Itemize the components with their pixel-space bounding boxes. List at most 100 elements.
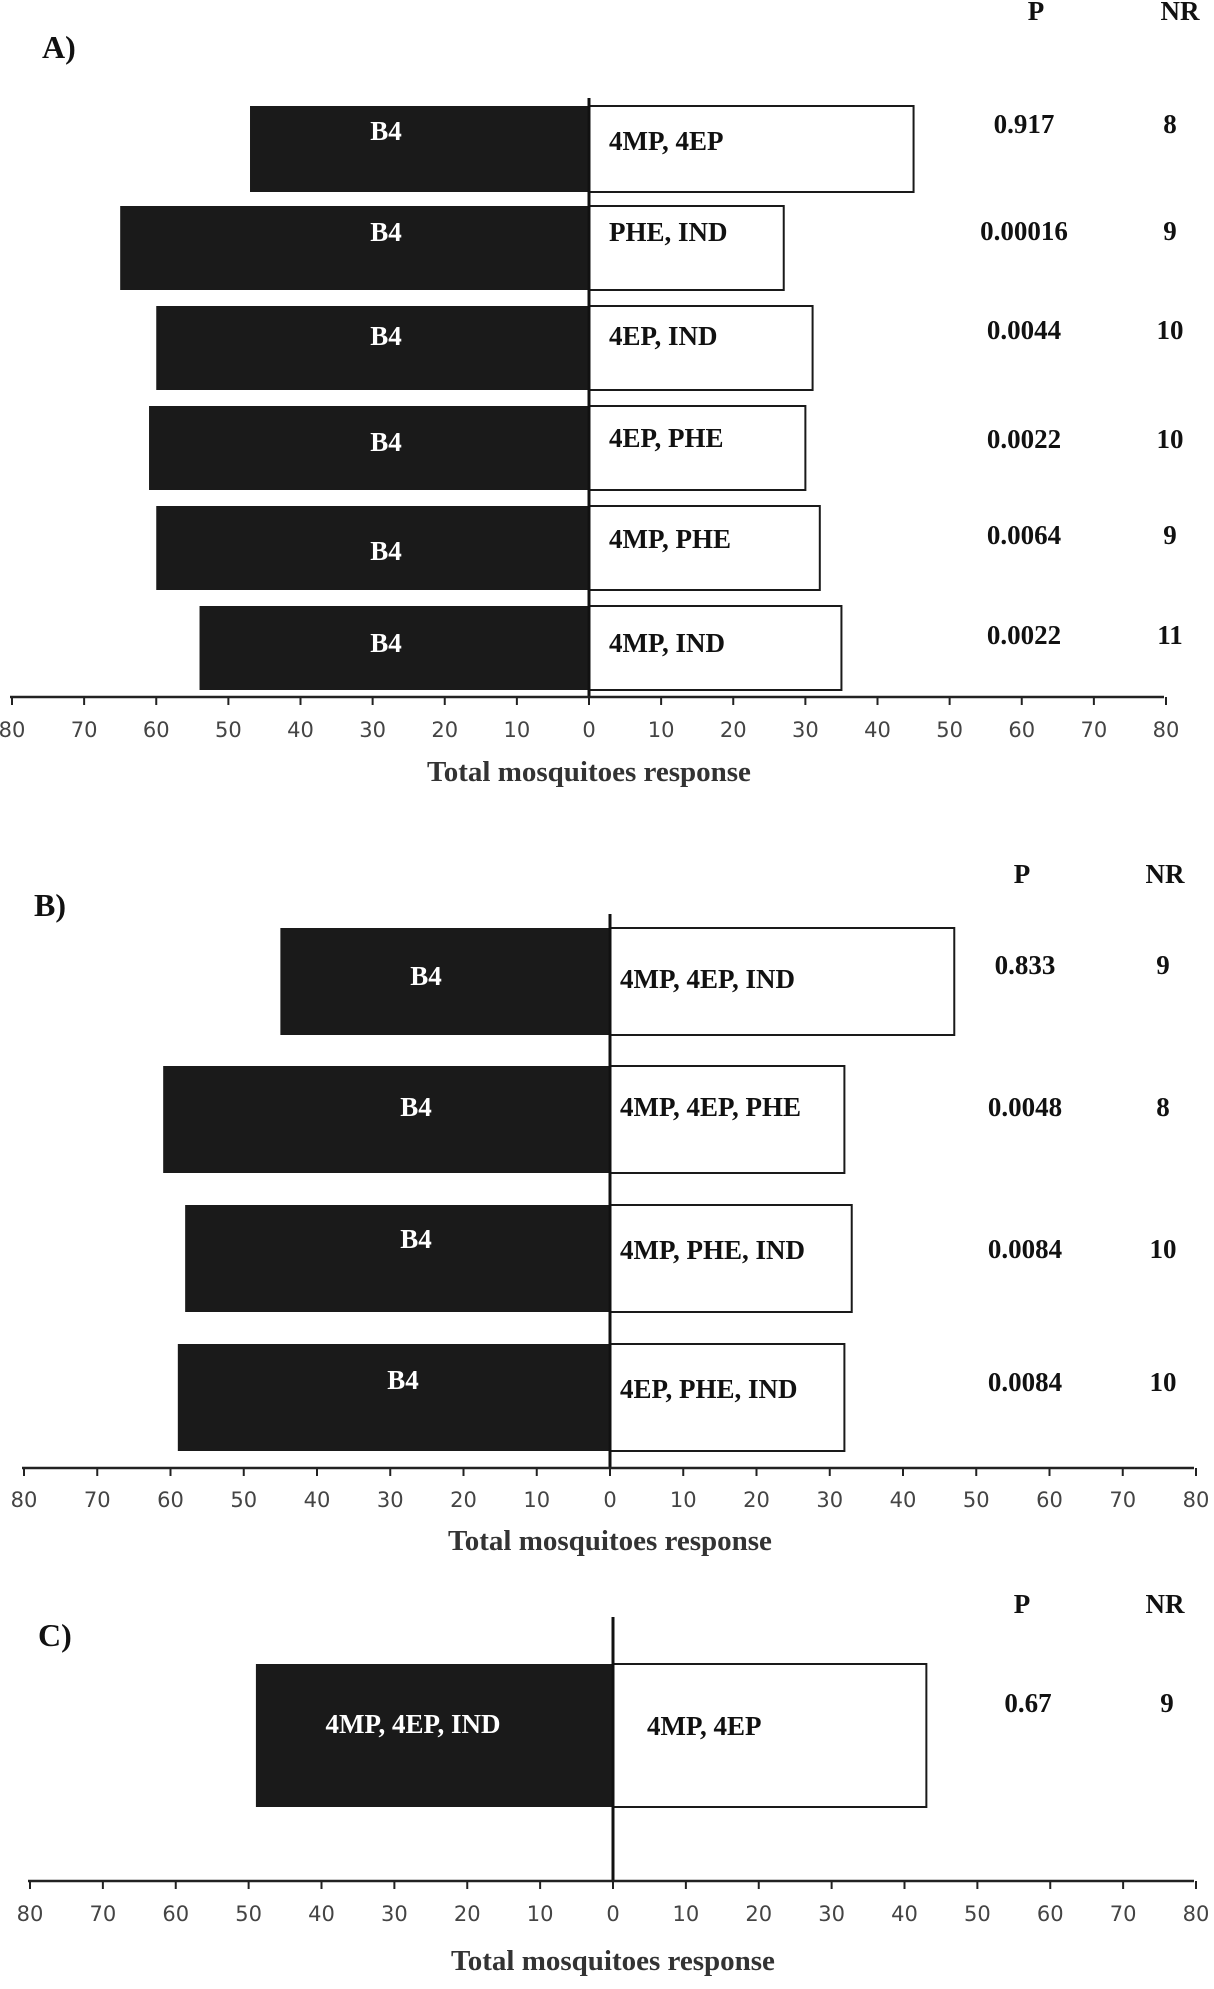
x-tick-label: 70	[71, 718, 98, 742]
x-tick-label: 10	[523, 1488, 550, 1512]
left-bar-label: B4	[370, 321, 402, 351]
left-bar-label: B4	[370, 536, 402, 566]
left-bar	[156, 506, 589, 590]
nr-value: 10	[1157, 424, 1184, 454]
x-tick-label: 40	[890, 1488, 917, 1512]
x-tick-label: 70	[1109, 1488, 1136, 1512]
right-bar	[588, 105, 915, 193]
nr-value: 10	[1150, 1367, 1177, 1397]
x-axis-title: Total mosquitoes response	[451, 1945, 775, 1977]
right-bar-label: 4EP, IND	[609, 321, 718, 351]
x-tick-label: 10	[670, 1488, 697, 1512]
nr-value: 10	[1150, 1234, 1177, 1264]
x-axis-title: Total mosquitoes response	[427, 756, 751, 788]
x-tick-label: 10	[527, 1902, 554, 1926]
x-tick-label: 70	[90, 1902, 117, 1926]
right-bar	[609, 1204, 853, 1313]
p-value: 0.00016	[980, 216, 1068, 246]
x-tick-label: 80	[1183, 1902, 1210, 1926]
x-tick-label: 30	[818, 1902, 845, 1926]
left-bar	[163, 1066, 611, 1173]
x-tick-label: 60	[157, 1488, 184, 1512]
x-tick-label: 80	[0, 718, 25, 742]
x-tick-label: 40	[864, 718, 891, 742]
x-tick-label: 10	[504, 718, 531, 742]
x-tick-label: 70	[1081, 718, 1108, 742]
x-tick-label: 30	[359, 718, 386, 742]
right-bar	[588, 405, 807, 491]
x-axis-title: Total mosquitoes response	[448, 1525, 772, 1557]
p-value: 0.0044	[987, 315, 1061, 345]
x-tick-label: 20	[745, 1902, 772, 1926]
p-value-header: P	[1014, 1589, 1031, 1619]
x-tick-label: 50	[936, 718, 963, 742]
x-tick-label: 50	[235, 1902, 262, 1926]
x-tick-label: 80	[1153, 718, 1180, 742]
x-tick-label: 50	[230, 1488, 257, 1512]
x-tick-label: 20	[450, 1488, 477, 1512]
right-bar	[588, 605, 843, 691]
p-value: 0.0084	[988, 1367, 1062, 1397]
left-bar-label: 4MP, 4EP, IND	[325, 1709, 500, 1739]
p-value: 0.833	[995, 950, 1056, 980]
nr-value: 8	[1156, 1092, 1170, 1122]
left-bar-label: B4	[370, 427, 402, 457]
nr-value: 8	[1163, 109, 1177, 139]
x-tick-label: 60	[162, 1902, 189, 1926]
x-tick-label: 80	[17, 1902, 44, 1926]
x-tick-label: 80	[11, 1488, 38, 1512]
x-tick-label: 0	[582, 718, 595, 742]
left-bar	[255, 1664, 613, 1807]
left-bar	[250, 106, 589, 192]
panel-label: A)	[42, 29, 76, 65]
right-bar-label: 4MP, IND	[609, 628, 725, 658]
x-tick-label: 50	[963, 1488, 990, 1512]
p-value: 0.0084	[988, 1234, 1062, 1264]
right-bar-label: 4MP, 4EP	[647, 1711, 762, 1741]
x-tick-label: 70	[1110, 1902, 1137, 1926]
x-tick-label: 50	[964, 1902, 991, 1926]
nr-value: 9	[1163, 520, 1177, 550]
nr-value: 11	[1157, 620, 1183, 650]
nr-header: NR	[1146, 1589, 1185, 1619]
panel-label: C)	[38, 1617, 72, 1653]
x-tick-label: 30	[792, 718, 819, 742]
x-tick-label: 80	[1183, 1488, 1210, 1512]
right-bar-label: 4MP, PHE, IND	[620, 1235, 805, 1265]
left-bar-label: B4	[370, 217, 402, 247]
right-bar-label: 4MP, 4EP	[609, 126, 724, 156]
left-bar-label: B4	[387, 1365, 419, 1395]
x-tick-label: 20	[431, 718, 458, 742]
x-tick-label: 70	[84, 1488, 111, 1512]
nr-value: 10	[1157, 315, 1184, 345]
x-tick-label: 10	[673, 1902, 700, 1926]
nr-value: 9	[1163, 216, 1177, 246]
right-bar	[588, 305, 814, 391]
x-tick-label: 60	[143, 718, 170, 742]
nr-value: 9	[1156, 950, 1170, 980]
panel-label: B)	[34, 887, 66, 923]
right-bar-label: 4EP, PHE, IND	[620, 1374, 798, 1404]
x-tick-label: 40	[308, 1902, 335, 1926]
left-bar-label: B4	[370, 116, 402, 146]
x-tick-label: 20	[720, 718, 747, 742]
p-value: 0.0048	[988, 1092, 1062, 1122]
x-tick-label: 60	[1037, 1902, 1064, 1926]
x-tick-label: 30	[381, 1902, 408, 1926]
left-bar-label: B4	[400, 1092, 432, 1122]
x-tick-label: 20	[454, 1902, 481, 1926]
right-bar-label: 4MP, 4EP, PHE	[620, 1092, 801, 1122]
p-value: 0.917	[994, 109, 1055, 139]
x-tick-label: 40	[891, 1902, 918, 1926]
x-tick-label: 20	[743, 1488, 770, 1512]
x-tick-label: 50	[215, 718, 242, 742]
nr-value: 9	[1160, 1688, 1174, 1718]
p-value: 0.67	[1004, 1688, 1051, 1718]
right-bar-label: 4EP, PHE	[609, 423, 724, 453]
right-bar-label: 4MP, PHE	[609, 524, 731, 554]
p-value: 0.0022	[987, 424, 1061, 454]
left-bar	[280, 928, 610, 1035]
left-bar-label: B4	[400, 1224, 432, 1254]
